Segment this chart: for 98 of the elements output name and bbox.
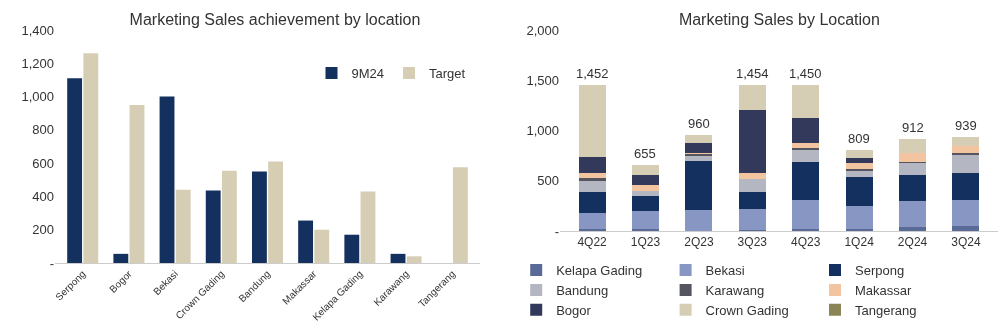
- bar: [899, 153, 927, 162]
- bar: [578, 180, 606, 192]
- bar: [360, 191, 376, 263]
- y-tick-label: 500: [537, 173, 559, 189]
- total-label: 655: [634, 146, 656, 161]
- total-label: 1,452: [576, 66, 609, 81]
- bar: [83, 53, 99, 263]
- bar: [899, 227, 927, 231]
- bar: [952, 172, 980, 200]
- total-label: 960: [688, 116, 710, 131]
- legend-label: 9M24: [351, 65, 385, 81]
- bar: [578, 191, 606, 214]
- total-label: 1,454: [736, 66, 769, 81]
- x-tick-label: 2Q24: [897, 235, 928, 250]
- bar: [67, 78, 83, 263]
- bar: [899, 201, 927, 228]
- bar: [129, 104, 145, 263]
- bar: [899, 139, 927, 154]
- y-tick-label: -: [49, 255, 54, 271]
- bar: [631, 185, 659, 191]
- bar: [685, 143, 713, 153]
- bar: [578, 156, 606, 173]
- total-label: 939: [955, 118, 977, 133]
- bar: [631, 190, 659, 196]
- bar: [159, 96, 175, 263]
- x-tick-label: 1Q24: [844, 235, 875, 250]
- chart-title: Marketing Sales achievement by location: [129, 10, 421, 28]
- bar: [406, 256, 422, 263]
- x-tick-label: 3Q23: [737, 235, 768, 250]
- bar: [221, 170, 237, 263]
- bar: [952, 199, 980, 226]
- bar: [685, 156, 713, 162]
- bar: [578, 85, 606, 157]
- bar: [113, 253, 129, 263]
- x-tick-label: 4Q23: [791, 235, 821, 250]
- x-tick-label: 4Q22: [577, 235, 608, 250]
- bar: [738, 209, 766, 230]
- bar: [631, 211, 659, 230]
- bar: [738, 178, 766, 192]
- bar: [685, 161, 713, 211]
- bar: [845, 206, 873, 230]
- bar: [845, 176, 873, 207]
- bar: [344, 234, 360, 263]
- y-tick-label: 2,000: [526, 22, 559, 38]
- bar: [578, 178, 606, 181]
- bar: [578, 172, 606, 179]
- bar: [205, 190, 221, 263]
- y-tick-label: 1,500: [526, 72, 559, 88]
- bar: [631, 195, 659, 212]
- bar: [899, 163, 927, 176]
- bar: [390, 253, 406, 263]
- bar: [631, 175, 659, 186]
- bar: [175, 189, 191, 263]
- y-tick-label: 600: [32, 155, 54, 171]
- bar: [899, 175, 927, 202]
- y-tick-label: 1,000: [526, 123, 559, 139]
- bar: [845, 162, 873, 170]
- x-tick-label: 1Q23: [630, 235, 661, 250]
- bar: [952, 146, 980, 153]
- bar: [268, 161, 284, 263]
- total-label: 1,450: [789, 66, 822, 81]
- bar: [314, 229, 330, 263]
- bar: [631, 165, 659, 176]
- chart-title: Marketing Sales by Location: [678, 10, 880, 28]
- legend-label: Target: [429, 65, 466, 81]
- x-tick-label: 2Q23: [684, 235, 714, 250]
- bar: [845, 170, 873, 177]
- bar: [845, 149, 873, 158]
- bar: [298, 220, 314, 263]
- bar: [251, 171, 267, 263]
- bar: [685, 134, 713, 144]
- y-tick-label: 200: [32, 222, 54, 238]
- bar: [738, 110, 766, 173]
- y-tick-label: 800: [32, 122, 54, 138]
- bar: [952, 154, 980, 173]
- y-tick-label: 1,000: [21, 89, 54, 105]
- x-tick-label: 3Q24: [951, 235, 981, 250]
- bar: [792, 85, 820, 118]
- bar: [792, 162, 820, 201]
- total-label: 912: [902, 120, 924, 135]
- bar: [738, 172, 766, 179]
- y-tick-label: -: [554, 223, 559, 239]
- bar: [578, 213, 606, 230]
- bar: [738, 84, 766, 111]
- y-tick-label: 400: [32, 188, 54, 204]
- bar: [952, 136, 980, 147]
- bar: [452, 167, 468, 263]
- total-label: 809: [848, 131, 870, 146]
- bar: [792, 150, 820, 163]
- bar: [845, 157, 873, 163]
- bar: [685, 210, 713, 231]
- y-tick-label: 1,400: [21, 22, 54, 38]
- y-tick-label: 1,200: [21, 55, 54, 71]
- bar: [952, 225, 980, 231]
- bar: [792, 143, 820, 149]
- bar: [738, 191, 766, 210]
- bar: [792, 200, 820, 230]
- bar: [792, 117, 820, 144]
